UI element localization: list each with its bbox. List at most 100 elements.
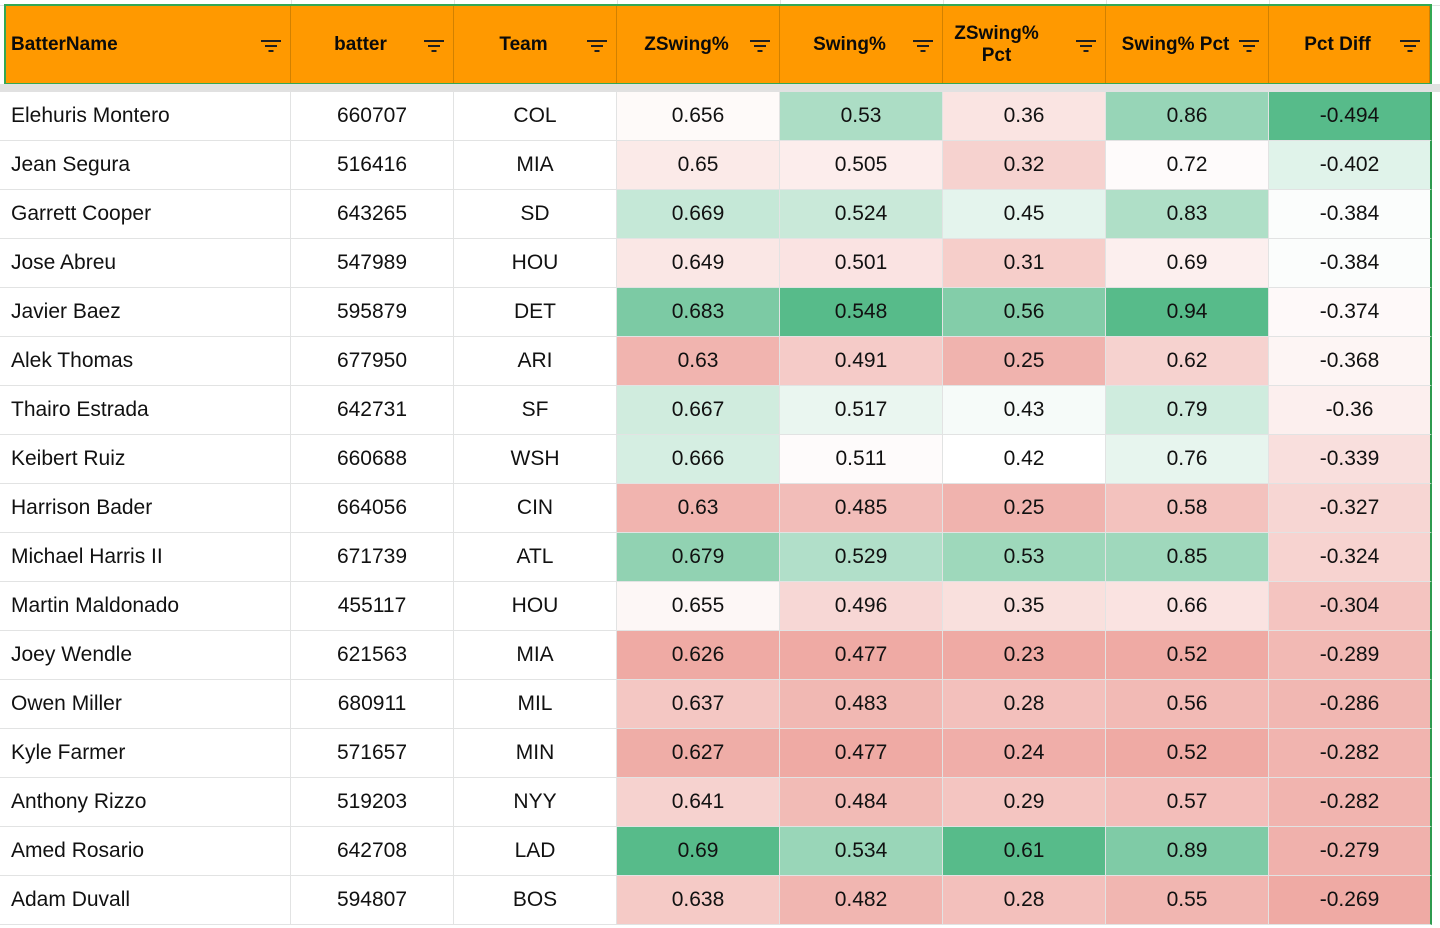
cell-zswing_pct[interactable]: 0.25: [943, 484, 1106, 533]
cell-swing_pct[interactable]: 0.52: [1106, 631, 1269, 680]
cell-team[interactable]: HOU: [454, 239, 617, 288]
cell-zswing[interactable]: 0.637: [617, 680, 780, 729]
cell-swing[interactable]: 0.477: [780, 631, 943, 680]
cell-batter[interactable]: 455117: [291, 582, 454, 631]
cell-batter[interactable]: 664056: [291, 484, 454, 533]
cell-swing_pct[interactable]: 0.79: [1106, 386, 1269, 435]
cell-team[interactable]: CIN: [454, 484, 617, 533]
cell-zswing[interactable]: 0.641: [617, 778, 780, 827]
cell-name[interactable]: Garrett Cooper: [0, 190, 291, 239]
cell-zswing[interactable]: 0.666: [617, 435, 780, 484]
cell-team[interactable]: ARI: [454, 337, 617, 386]
cell-name[interactable]: Adam Duvall: [0, 876, 291, 925]
cell-swing[interactable]: 0.529: [780, 533, 943, 582]
cell-name[interactable]: Jose Abreu: [0, 239, 291, 288]
cell-pct_diff[interactable]: -0.374: [1269, 288, 1432, 337]
cell-zswing[interactable]: 0.679: [617, 533, 780, 582]
cell-batter[interactable]: 677950: [291, 337, 454, 386]
cell-swing[interactable]: 0.484: [780, 778, 943, 827]
cell-name[interactable]: Alek Thomas: [0, 337, 291, 386]
cell-zswing_pct[interactable]: 0.28: [943, 876, 1106, 925]
cell-swing[interactable]: 0.505: [780, 141, 943, 190]
cell-batter[interactable]: 571657: [291, 729, 454, 778]
cell-pct_diff[interactable]: -0.324: [1269, 533, 1432, 582]
cell-name[interactable]: Jean Segura: [0, 141, 291, 190]
cell-zswing[interactable]: 0.626: [617, 631, 780, 680]
cell-swing_pct[interactable]: 0.57: [1106, 778, 1269, 827]
cell-swing[interactable]: 0.485: [780, 484, 943, 533]
cell-zswing[interactable]: 0.656: [617, 92, 780, 141]
cell-swing[interactable]: 0.517: [780, 386, 943, 435]
cell-pct_diff[interactable]: -0.36: [1269, 386, 1432, 435]
cell-batter[interactable]: 642731: [291, 386, 454, 435]
cell-swing_pct[interactable]: 0.94: [1106, 288, 1269, 337]
cell-pct_diff[interactable]: -0.339: [1269, 435, 1432, 484]
cell-name[interactable]: Joey Wendle: [0, 631, 291, 680]
cell-swing_pct[interactable]: 0.83: [1106, 190, 1269, 239]
column-header-swing_pct[interactable]: Swing% Pct: [1106, 6, 1269, 83]
cell-team[interactable]: SD: [454, 190, 617, 239]
cell-pct_diff[interactable]: -0.279: [1269, 827, 1432, 876]
cell-name[interactable]: Kyle Farmer: [0, 729, 291, 778]
cell-swing_pct[interactable]: 0.85: [1106, 533, 1269, 582]
cell-batter[interactable]: 660688: [291, 435, 454, 484]
cell-batter[interactable]: 547989: [291, 239, 454, 288]
cell-zswing[interactable]: 0.627: [617, 729, 780, 778]
cell-name[interactable]: Javier Baez: [0, 288, 291, 337]
cell-zswing_pct[interactable]: 0.25: [943, 337, 1106, 386]
cell-zswing_pct[interactable]: 0.53: [943, 533, 1106, 582]
cell-zswing_pct[interactable]: 0.45: [943, 190, 1106, 239]
cell-swing_pct[interactable]: 0.52: [1106, 729, 1269, 778]
cell-zswing_pct[interactable]: 0.32: [943, 141, 1106, 190]
cell-batter[interactable]: 642708: [291, 827, 454, 876]
cell-swing_pct[interactable]: 0.76: [1106, 435, 1269, 484]
frozen-row-divider[interactable]: [0, 84, 1440, 92]
column-header-zswing[interactable]: ZSwing%: [617, 6, 780, 83]
cell-swing_pct[interactable]: 0.66: [1106, 582, 1269, 631]
cell-team[interactable]: SF: [454, 386, 617, 435]
cell-zswing[interactable]: 0.667: [617, 386, 780, 435]
column-header-zswing_pct[interactable]: ZSwing% Pct: [943, 6, 1106, 83]
cell-name[interactable]: Anthony Rizzo: [0, 778, 291, 827]
cell-zswing[interactable]: 0.655: [617, 582, 780, 631]
cell-pct_diff[interactable]: -0.384: [1269, 190, 1432, 239]
cell-zswing_pct[interactable]: 0.43: [943, 386, 1106, 435]
cell-swing[interactable]: 0.482: [780, 876, 943, 925]
filter-icon[interactable]: [750, 39, 770, 53]
cell-team[interactable]: MIA: [454, 631, 617, 680]
cell-team[interactable]: COL: [454, 92, 617, 141]
cell-team[interactable]: LAD: [454, 827, 617, 876]
cell-zswing_pct[interactable]: 0.24: [943, 729, 1106, 778]
cell-name[interactable]: Thairo Estrada: [0, 386, 291, 435]
cell-batter[interactable]: 519203: [291, 778, 454, 827]
cell-swing[interactable]: 0.496: [780, 582, 943, 631]
cell-swing_pct[interactable]: 0.69: [1106, 239, 1269, 288]
cell-name[interactable]: Amed Rosario: [0, 827, 291, 876]
column-header-swing[interactable]: Swing%: [780, 6, 943, 83]
cell-zswing[interactable]: 0.69: [617, 827, 780, 876]
filter-icon[interactable]: [1076, 39, 1096, 53]
cell-pct_diff[interactable]: -0.494: [1269, 92, 1432, 141]
column-header-batter[interactable]: batter: [291, 6, 454, 83]
cell-batter[interactable]: 594807: [291, 876, 454, 925]
cell-team[interactable]: HOU: [454, 582, 617, 631]
cell-batter[interactable]: 595879: [291, 288, 454, 337]
cell-zswing_pct[interactable]: 0.28: [943, 680, 1106, 729]
column-header-pct_diff[interactable]: Pct Diff: [1269, 6, 1430, 83]
filter-icon[interactable]: [587, 39, 607, 53]
cell-team[interactable]: MIA: [454, 141, 617, 190]
cell-pct_diff[interactable]: -0.327: [1269, 484, 1432, 533]
cell-swing_pct[interactable]: 0.89: [1106, 827, 1269, 876]
cell-team[interactable]: MIN: [454, 729, 617, 778]
cell-swing[interactable]: 0.511: [780, 435, 943, 484]
cell-batter[interactable]: 671739: [291, 533, 454, 582]
cell-zswing_pct[interactable]: 0.31: [943, 239, 1106, 288]
cell-swing[interactable]: 0.483: [780, 680, 943, 729]
cell-zswing[interactable]: 0.683: [617, 288, 780, 337]
cell-swing[interactable]: 0.501: [780, 239, 943, 288]
cell-name[interactable]: Martin Maldonado: [0, 582, 291, 631]
cell-zswing[interactable]: 0.63: [617, 484, 780, 533]
cell-batter[interactable]: 643265: [291, 190, 454, 239]
cell-zswing_pct[interactable]: 0.35: [943, 582, 1106, 631]
cell-name[interactable]: Harrison Bader: [0, 484, 291, 533]
